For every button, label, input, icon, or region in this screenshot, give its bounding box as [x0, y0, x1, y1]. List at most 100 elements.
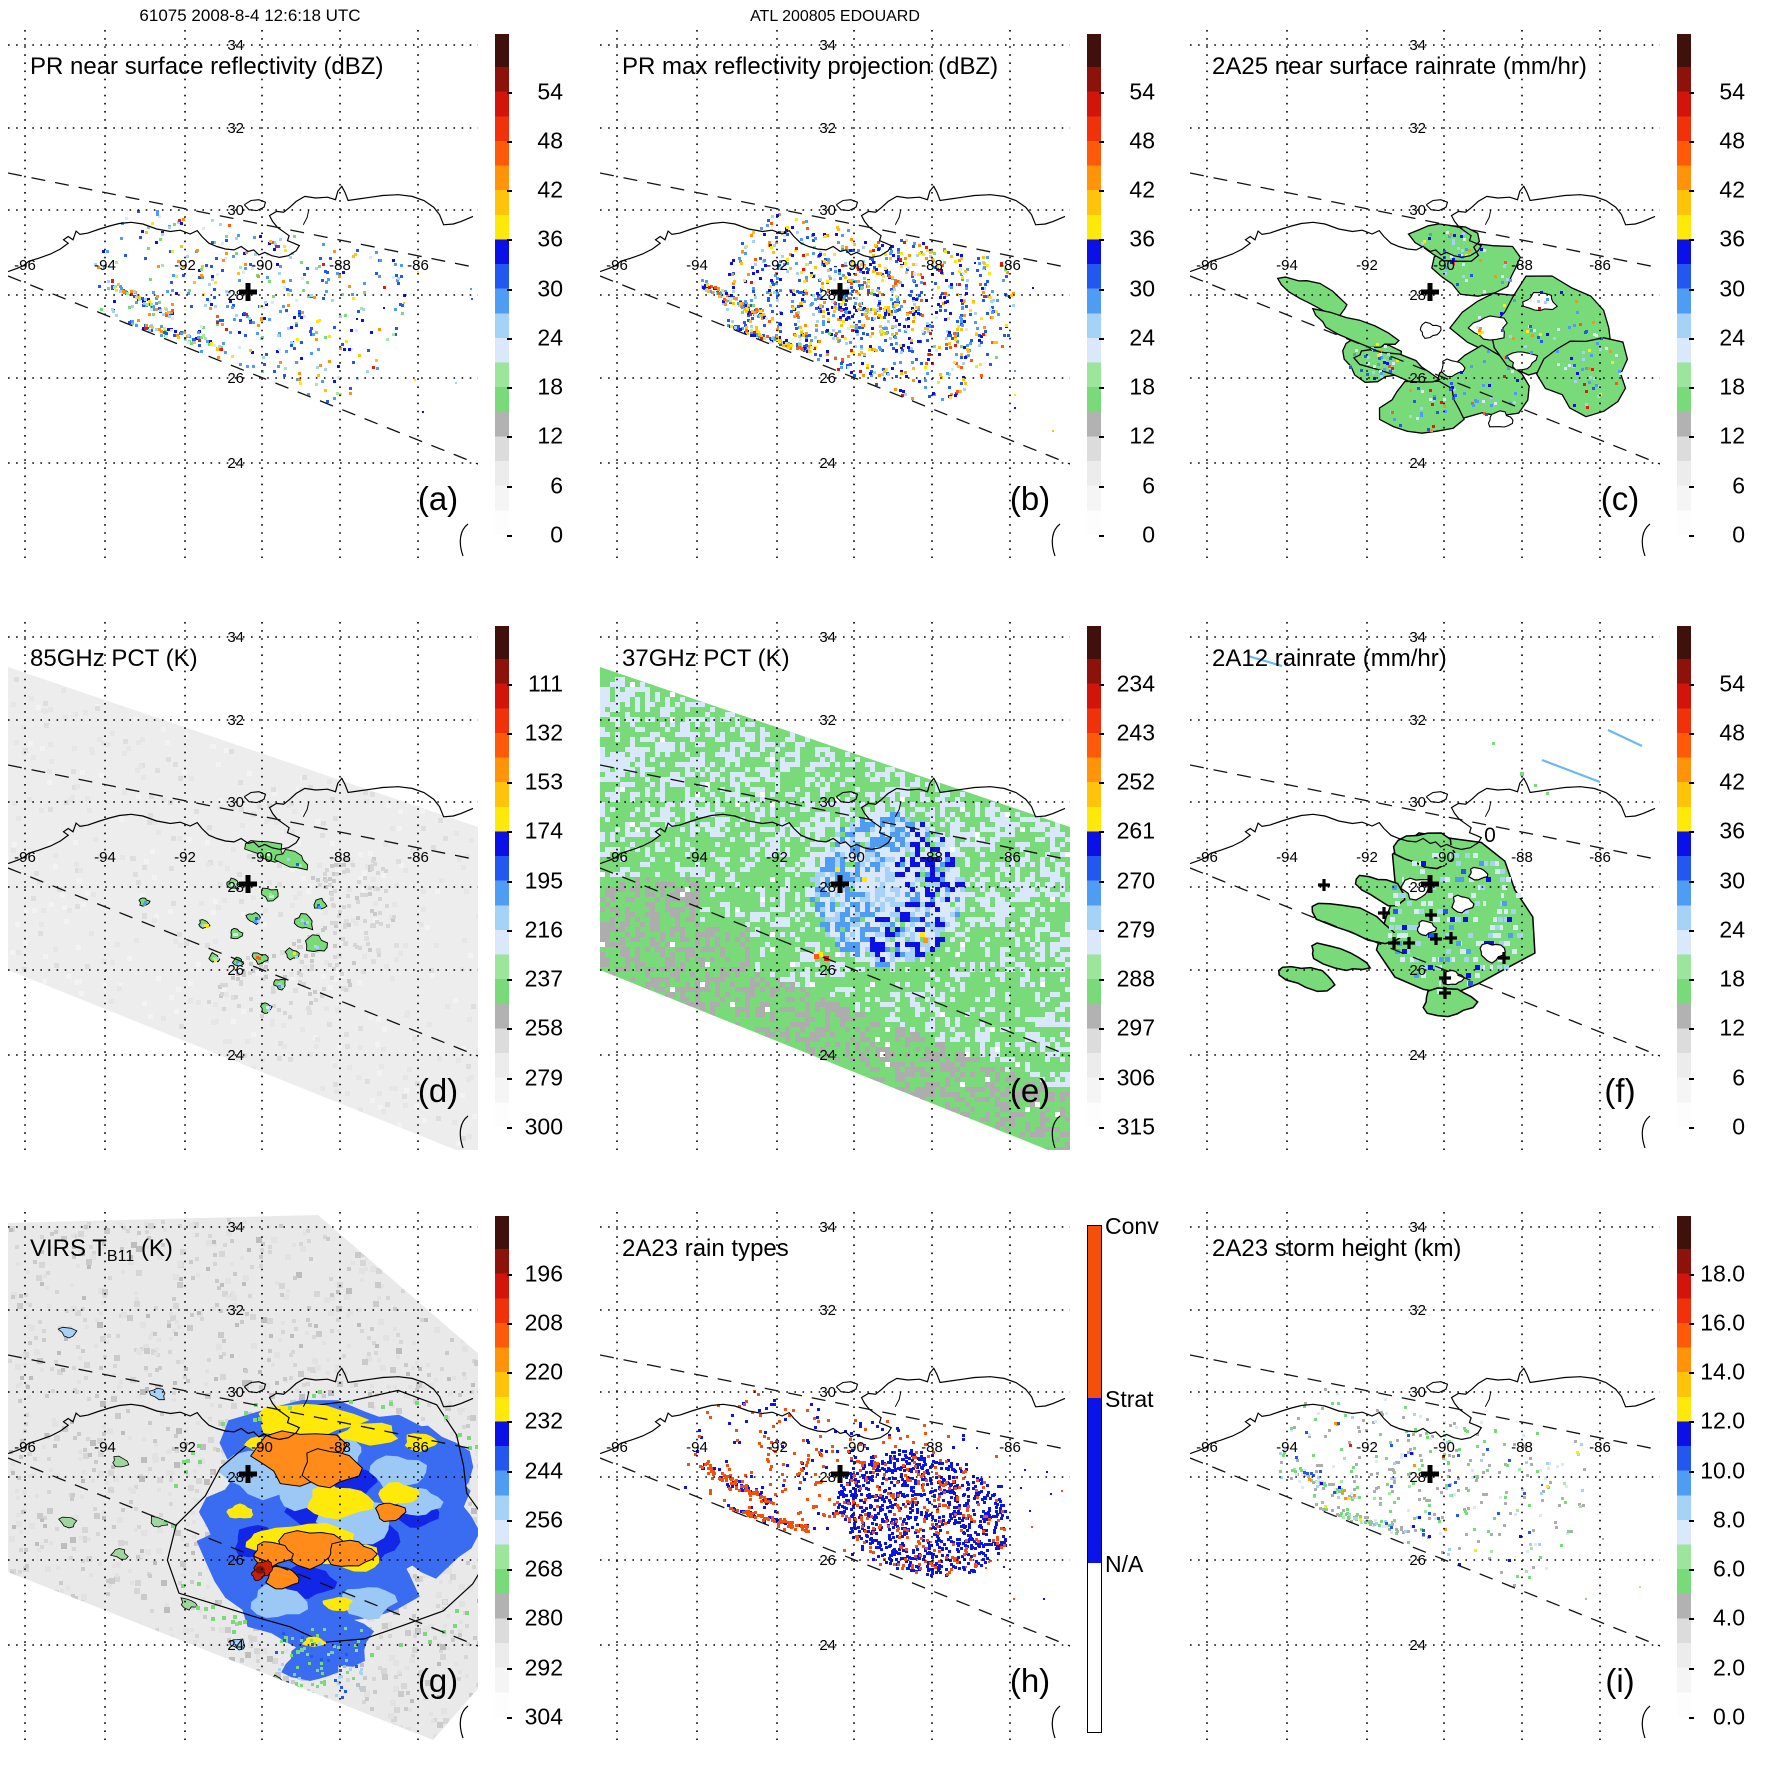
lon-label: -96	[14, 257, 36, 274]
colorbar-tick	[507, 1372, 512, 1375]
orbit-timestamp-header: 61075 2008-8-4 12:6:18 UTC	[139, 6, 361, 25]
colorbar-tick-label: 174	[524, 817, 563, 844]
colorbar-tick-label: 18	[1719, 965, 1745, 992]
colorbar-tick	[507, 1028, 512, 1031]
colorbar-tick-label: 6	[1732, 472, 1745, 499]
lat-label: 32	[227, 120, 244, 137]
colorbar-tick	[1689, 1028, 1694, 1031]
colorbar-tick-label: 306	[1116, 1064, 1155, 1091]
colorbar-tick-label: 270	[1116, 867, 1155, 894]
colorbar-tick	[1689, 1667, 1694, 1670]
panel-letter: (i)	[1605, 1662, 1634, 1699]
colorbar-tick-label: 36	[1719, 817, 1745, 844]
panel-letter: (c)	[1601, 480, 1639, 517]
colorbar-tick	[1099, 683, 1104, 686]
lon-label: -92	[766, 257, 788, 274]
colorbar-tick	[1689, 337, 1694, 340]
lat-label: 34	[1409, 1219, 1426, 1236]
lon-label: -86	[407, 849, 429, 866]
colorbar-tick	[1099, 880, 1104, 883]
colorbar-tick-label: 0.0	[1713, 1703, 1745, 1730]
lat-label: 34	[227, 1219, 244, 1236]
colorbar-tick	[1099, 534, 1104, 537]
colorbar-tick-label: 132	[524, 719, 563, 746]
lat-label: 24	[227, 1047, 244, 1064]
colorbar-tick-label: 12	[1719, 422, 1745, 449]
lat-label: 32	[1409, 120, 1426, 137]
colorbar-tick	[1099, 485, 1104, 488]
lat-label: 24	[1409, 1047, 1426, 1064]
colorbar-tick	[1689, 91, 1694, 94]
lat-label: 32	[1409, 1302, 1426, 1319]
colorbar-tick-label: Conv	[1105, 1212, 1159, 1239]
colorbar-tick	[1099, 190, 1104, 193]
colorbar-tick	[1689, 534, 1694, 537]
colorbar-tick	[507, 782, 512, 785]
colorbar-tick-label: 6.0	[1713, 1555, 1745, 1582]
colorbar-segment-conv	[1088, 1226, 1101, 1399]
lat-label: 30	[227, 1384, 244, 1401]
colorbar-tick-label: 48	[1719, 127, 1745, 154]
lon-label: -88	[329, 257, 351, 274]
lon-label: -90	[843, 849, 865, 866]
colorbar-tick	[1099, 782, 1104, 785]
colorbar-tick	[507, 1077, 512, 1080]
colorbar-tick	[507, 387, 512, 390]
lat-label: 24	[819, 455, 836, 472]
colorbar-tick	[1689, 485, 1694, 488]
colorbar-tick-label: 24	[537, 324, 563, 351]
colorbar-tick-label: 288	[1116, 965, 1155, 992]
colorbar-e	[1087, 626, 1101, 1150]
lon-label: -86	[999, 257, 1021, 274]
panel-letter: (h)	[1010, 1662, 1050, 1699]
colorbar-tick	[1099, 1126, 1104, 1129]
colorbar-tick	[507, 436, 512, 439]
lon-label: -92	[174, 849, 196, 866]
colorbar-tick	[507, 288, 512, 291]
lon-label: -90	[251, 849, 273, 866]
colorbar-tick	[1689, 436, 1694, 439]
colorbar-c	[1677, 34, 1691, 558]
colorbar-tick-label: 111	[528, 670, 563, 697]
colorbar-tick	[507, 140, 512, 143]
panel-title: VIRS TB11​ (K)	[30, 1235, 173, 1265]
colorbar-tick	[1099, 387, 1104, 390]
colorbar-tick-label: 6	[550, 472, 563, 499]
colorbar-tick	[1689, 831, 1694, 834]
lon-label: -88	[921, 257, 943, 274]
lon-label: -96	[606, 849, 628, 866]
lat-label: 24	[1409, 455, 1426, 472]
lon-label: -90	[843, 257, 865, 274]
panel-title: PR near surface reflectivity (dBZ)	[30, 53, 383, 80]
colorbar-tick-label: 18	[1129, 373, 1155, 400]
colorbar-tick-label: 54	[537, 78, 563, 105]
lat-label: 34	[819, 1219, 836, 1236]
lat-label: 32	[1409, 712, 1426, 729]
colorbar-tick	[1099, 337, 1104, 340]
colorbar-tick-label: 261	[1116, 817, 1155, 844]
lon-label: -94	[94, 1439, 116, 1456]
lon-label: -96	[606, 257, 628, 274]
colorbar-tick-label: 24	[1719, 324, 1745, 351]
lat-label: 26	[819, 370, 836, 387]
lon-label: -88	[921, 849, 943, 866]
lat-label: 34	[227, 37, 244, 54]
lon-label: -96	[14, 1439, 36, 1456]
colorbar-tick-label: N/A	[1105, 1550, 1144, 1577]
panel-title: 37GHz PCT (K)	[622, 645, 790, 672]
colorbar-tick-label: 237	[524, 965, 563, 992]
colorbar-tick	[1689, 1421, 1694, 1424]
colorbar-tick	[1689, 1273, 1694, 1276]
panel-letter: (d)	[418, 1072, 458, 1109]
colorbar-tick-label: 315	[1116, 1113, 1155, 1140]
colorbar-tick-label: Strat	[1105, 1385, 1154, 1412]
lon-label: -94	[1276, 849, 1298, 866]
lon-label: -94	[686, 849, 708, 866]
colorbar-tick	[1689, 1372, 1694, 1375]
